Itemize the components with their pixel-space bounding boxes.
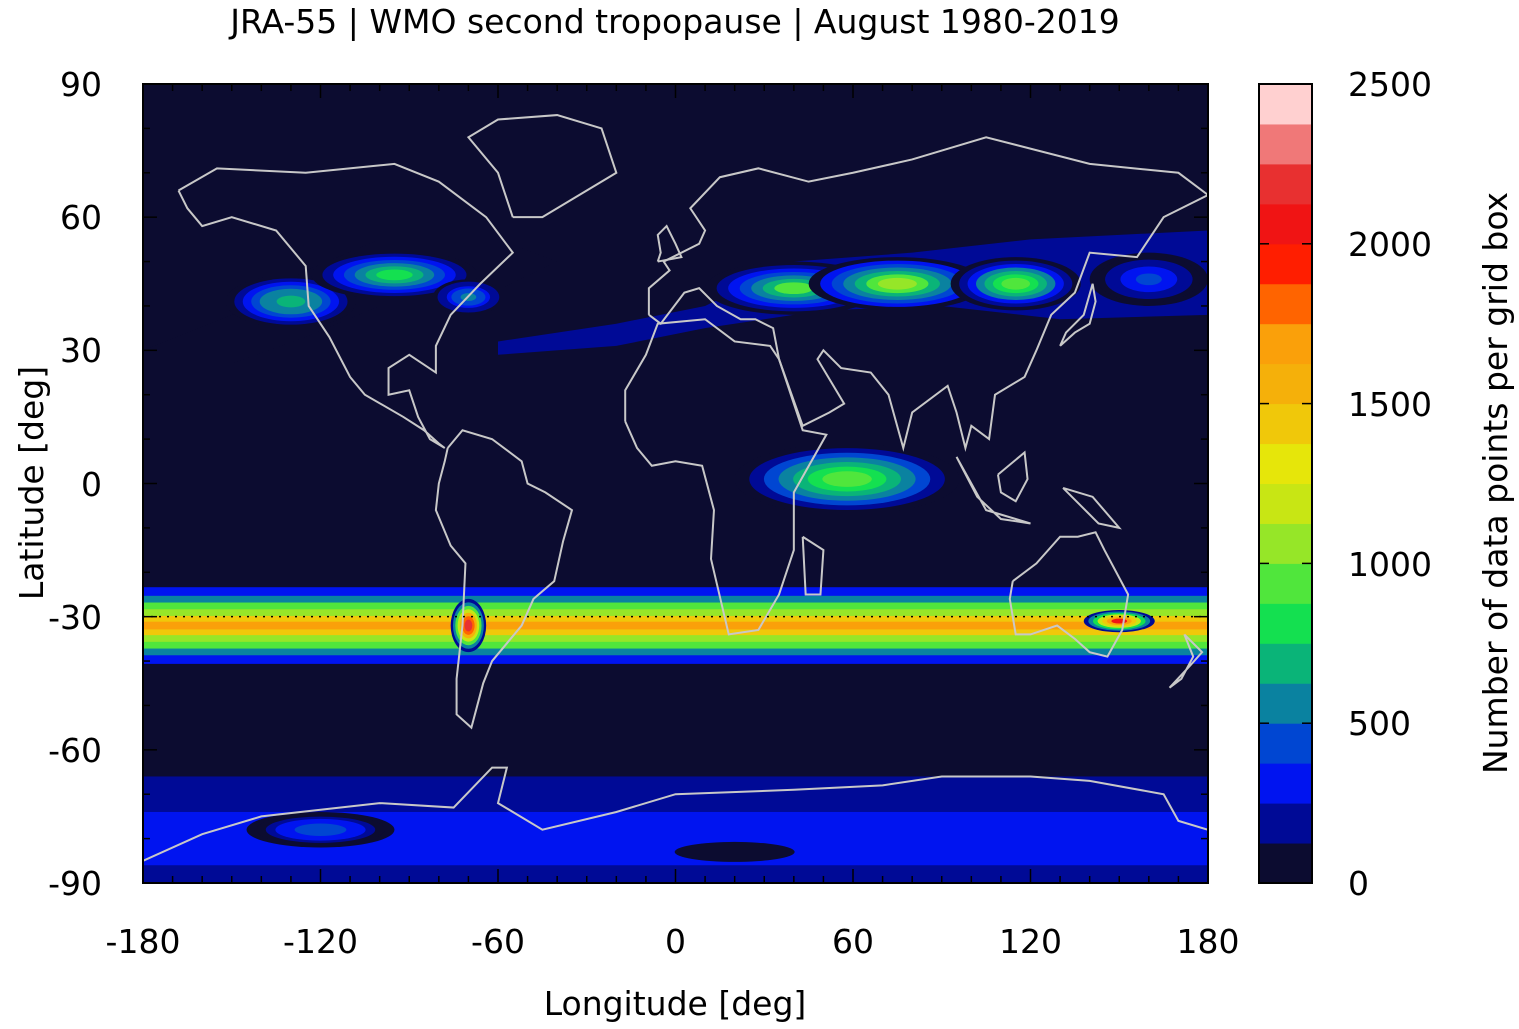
colorbar-level [1259,323,1312,365]
colorbar-tick-label: 0 [1348,864,1369,903]
axis-ticks [142,83,1209,884]
colorbar-level [1259,84,1312,125]
colorbar-level [1259,163,1312,205]
colorbar-tick-label: 1500 [1348,385,1432,424]
colorbar-tick-label: 1000 [1348,545,1432,584]
colorbar-level [1259,843,1312,884]
colorbar-level [1259,603,1312,644]
colorbar-label: Number of data points per grid box [1476,192,1515,774]
x-tick-label: -120 [283,922,358,961]
colorbar-level [1259,123,1312,165]
colorbar-tick-label: 2000 [1348,225,1432,264]
chart-title: JRA-55 | WMO second tropopause | August … [230,2,1120,41]
x-tick-label: 60 [832,922,874,961]
colorbar-level [1259,203,1312,245]
colorbar-level [1259,403,1312,445]
coastline [466,114,618,219]
colorbar-level [1259,803,1312,844]
north-america-band [376,269,413,281]
coastline [647,136,1208,452]
colorbar-level [1259,363,1312,405]
contour-band [143,621,1208,630]
x-tick-label: 120 [999,922,1062,961]
north-america-band [276,295,306,308]
colorbar-ticks [1259,83,1312,884]
y-tick-label: 90 [60,65,102,104]
x-tick-label: -60 [471,922,525,961]
colorbar-level [1259,523,1312,564]
eurasia-band [1135,273,1162,286]
colorbar-level [1259,683,1312,724]
colorbar-level [1259,483,1312,524]
coastline [801,535,825,596]
y-tick-label: 60 [60,198,102,237]
x-tick-label: 180 [1177,922,1240,961]
coastline [996,450,1029,503]
colorbar-level [1259,443,1312,484]
colorbar-level [1259,243,1312,285]
eurasia-band [877,277,917,290]
colorbar-frame [1258,83,1313,884]
y-tick-label: -90 [48,864,102,903]
equatorial-maximum [822,471,872,487]
andes-maximum [464,619,473,632]
colorbar-tick-label: 2500 [1348,65,1432,104]
coastline [143,766,1208,862]
eurasia-band [1001,277,1031,290]
colorbar-level [1259,563,1312,604]
coastline [1059,283,1097,347]
colorbar-level [1259,283,1312,325]
coastline [955,456,1031,525]
y-tick-label: 0 [81,465,102,504]
x-axis-label: Longitude [deg] [544,984,807,1023]
eurasia-band [774,282,814,295]
y-tick-label: 30 [60,331,102,370]
density-field [143,230,1208,883]
colorbar-level [1259,763,1312,804]
coastline [656,224,683,263]
colorbar-level [1259,643,1312,684]
antarctic-region [304,825,337,834]
colorbar-level [1259,723,1312,764]
x-tick-label: -180 [106,922,181,961]
plot-background [143,84,1208,883]
x-tick-label: 0 [665,922,686,961]
y-axis-label: Latitude [deg] [12,366,51,600]
coastline [434,429,574,730]
colorbar-tick-label: 500 [1348,704,1411,743]
coastline [1008,531,1130,658]
antarctic-minimum [674,841,795,862]
coastline [177,162,515,449]
colorbar [1259,84,1312,884]
coastlines [143,114,1208,862]
coastline [624,318,828,636]
coastline [1062,486,1122,530]
y-tick-label: -30 [48,598,102,637]
y-tick-label: -60 [48,731,102,770]
coastline [1168,633,1204,689]
